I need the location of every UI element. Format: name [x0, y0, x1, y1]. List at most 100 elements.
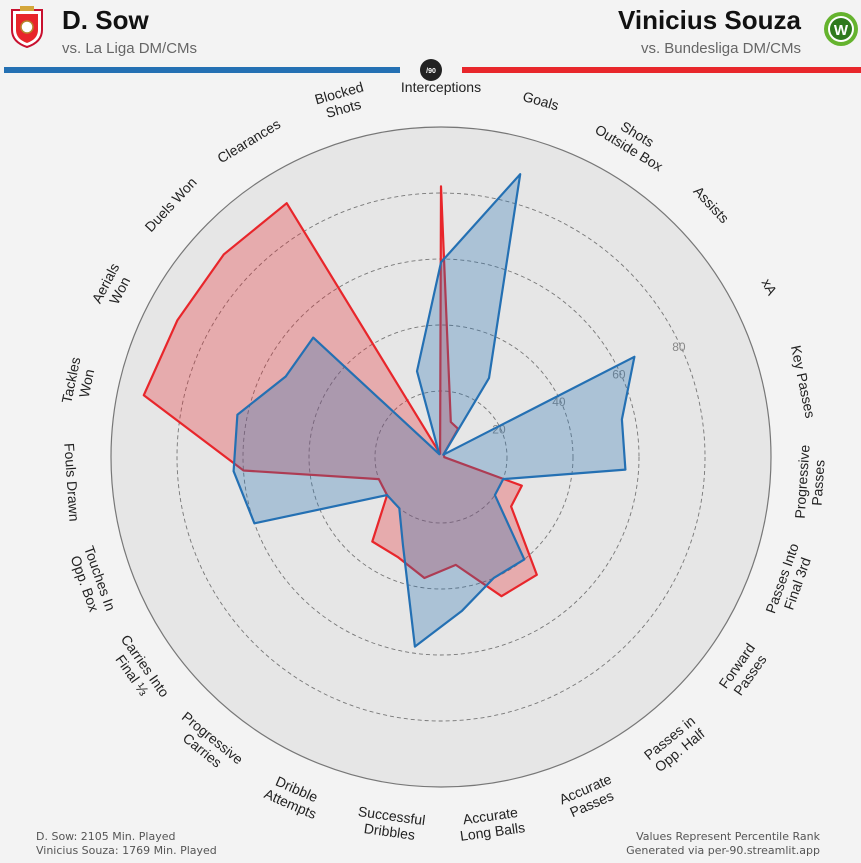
category-label-line: Duels Won [141, 174, 199, 235]
data-point [442, 453, 445, 456]
data-point [398, 507, 401, 510]
wolfsburg-crest-icon: W [824, 12, 858, 46]
player1-minutes: D. Sow: 2105 Min. Played [36, 830, 176, 843]
ring-tick-label: 80 [672, 340, 686, 354]
data-point [176, 319, 179, 322]
data-point [285, 202, 288, 204]
footer-notes: Values Represent Percentile Rank Generat… [626, 830, 820, 858]
data-point [402, 544, 404, 546]
category-label: SuccessfulDribbles [355, 803, 426, 844]
category-label: AccurateLong Balls [457, 803, 526, 844]
data-point [455, 564, 457, 566]
category-label: DribbleAttempts [262, 771, 325, 822]
player1-name: D. Sow [62, 5, 149, 35]
category-label: Clearances [214, 116, 283, 166]
category-label: xA [759, 276, 781, 298]
data-point [521, 484, 523, 487]
data-point [536, 574, 538, 576]
data-point [488, 377, 490, 379]
category-label-line: Assists [690, 183, 732, 226]
data-point [621, 418, 623, 421]
data-point [440, 261, 442, 264]
data-point [440, 185, 442, 188]
category-label: Passes inOpp. Half [641, 712, 708, 775]
player2-color-bar [462, 67, 861, 73]
data-point [371, 540, 374, 543]
data-point [416, 370, 418, 373]
data-point [396, 556, 399, 558]
data-point [510, 505, 512, 508]
category-label-line: Fouls Drawn [61, 442, 82, 522]
category-label-line: Dribbles [363, 820, 416, 843]
category-label: TacklesWon [58, 356, 99, 408]
ring-tick-label: 20 [492, 422, 506, 436]
data-point [494, 494, 496, 496]
category-label-line: xA [759, 276, 781, 298]
category-label: Goals [521, 88, 561, 113]
data-point [386, 494, 388, 496]
data-point [223, 253, 225, 256]
data-point [242, 469, 245, 472]
category-label: Duels Won [141, 174, 199, 235]
data-point [438, 453, 441, 456]
data-point [414, 645, 416, 648]
wolfsburg-letter: W [834, 22, 849, 39]
data-point [378, 478, 380, 480]
category-label: AccuratePasses [557, 771, 621, 822]
data-point [443, 456, 446, 459]
category-label: Carries IntoFinal ⅓ [105, 632, 173, 710]
category-label: Key Passes [788, 344, 819, 420]
data-point [492, 577, 495, 579]
data-point [502, 478, 505, 480]
data-point [143, 394, 145, 397]
credit-note: Generated via per-90.streamlit.app [626, 844, 820, 857]
radar-ring [308, 324, 574, 590]
data-point [236, 413, 239, 416]
series-vinicius-souza-area [232, 173, 636, 648]
category-label: Touches InOpp. Box [66, 544, 119, 619]
data-point [519, 173, 521, 175]
category-label: Assists [690, 183, 732, 226]
footer-minutes: D. Sow: 2105 Min. Played Vinicius Souza:… [36, 830, 217, 858]
data-point [523, 558, 526, 561]
radar-background [110, 126, 772, 788]
data-point [633, 356, 636, 358]
category-label-line: Passes [809, 459, 828, 506]
category-label-line: Accurate [462, 804, 519, 827]
category-label: ForwardPasses [715, 640, 771, 700]
player1-comparison: vs. La Liga DM/CMs [62, 40, 197, 57]
category-label: Fouls Drawn [61, 442, 82, 522]
data-point [312, 336, 315, 339]
category-label: AerialsWon [88, 260, 136, 313]
ring-tick-label: 60 [612, 367, 626, 381]
per90-badge-label: /90 [426, 68, 436, 75]
category-label-line: Clearances [214, 116, 283, 166]
sevilla-crest-icon [11, 6, 43, 49]
category-label-line: Progressive [792, 444, 813, 519]
player2-comparison: vs. Bundesliga DM/CMs [641, 40, 801, 57]
percentile-note: Values Represent Percentile Rank [636, 830, 820, 843]
category-label-line: Interceptions [401, 79, 481, 95]
category-label-line: Goals [521, 88, 561, 113]
player1-color-bar [4, 67, 400, 73]
per90-badge [420, 59, 442, 81]
category-label: ProgressivePasses [792, 444, 829, 520]
data-point [423, 577, 426, 579]
data-point [500, 595, 503, 597]
data-point [253, 522, 256, 525]
data-point [624, 468, 627, 471]
player2-minutes: Vinicius Souza: 1769 Min. Played [36, 844, 217, 857]
data-point [284, 375, 287, 378]
category-label: BlockedShots [313, 79, 370, 123]
data-point [450, 421, 452, 423]
data-point [232, 470, 235, 473]
category-label: Passes IntoFinal 3rd [762, 541, 817, 621]
radar-ring [176, 192, 706, 722]
player2-name: Vinicius Souza [618, 5, 802, 35]
category-label: Interceptions [401, 79, 481, 95]
category-label: ShotsOutside Box [592, 107, 674, 174]
data-point [461, 609, 463, 612]
category-label-line: Won [76, 368, 97, 399]
